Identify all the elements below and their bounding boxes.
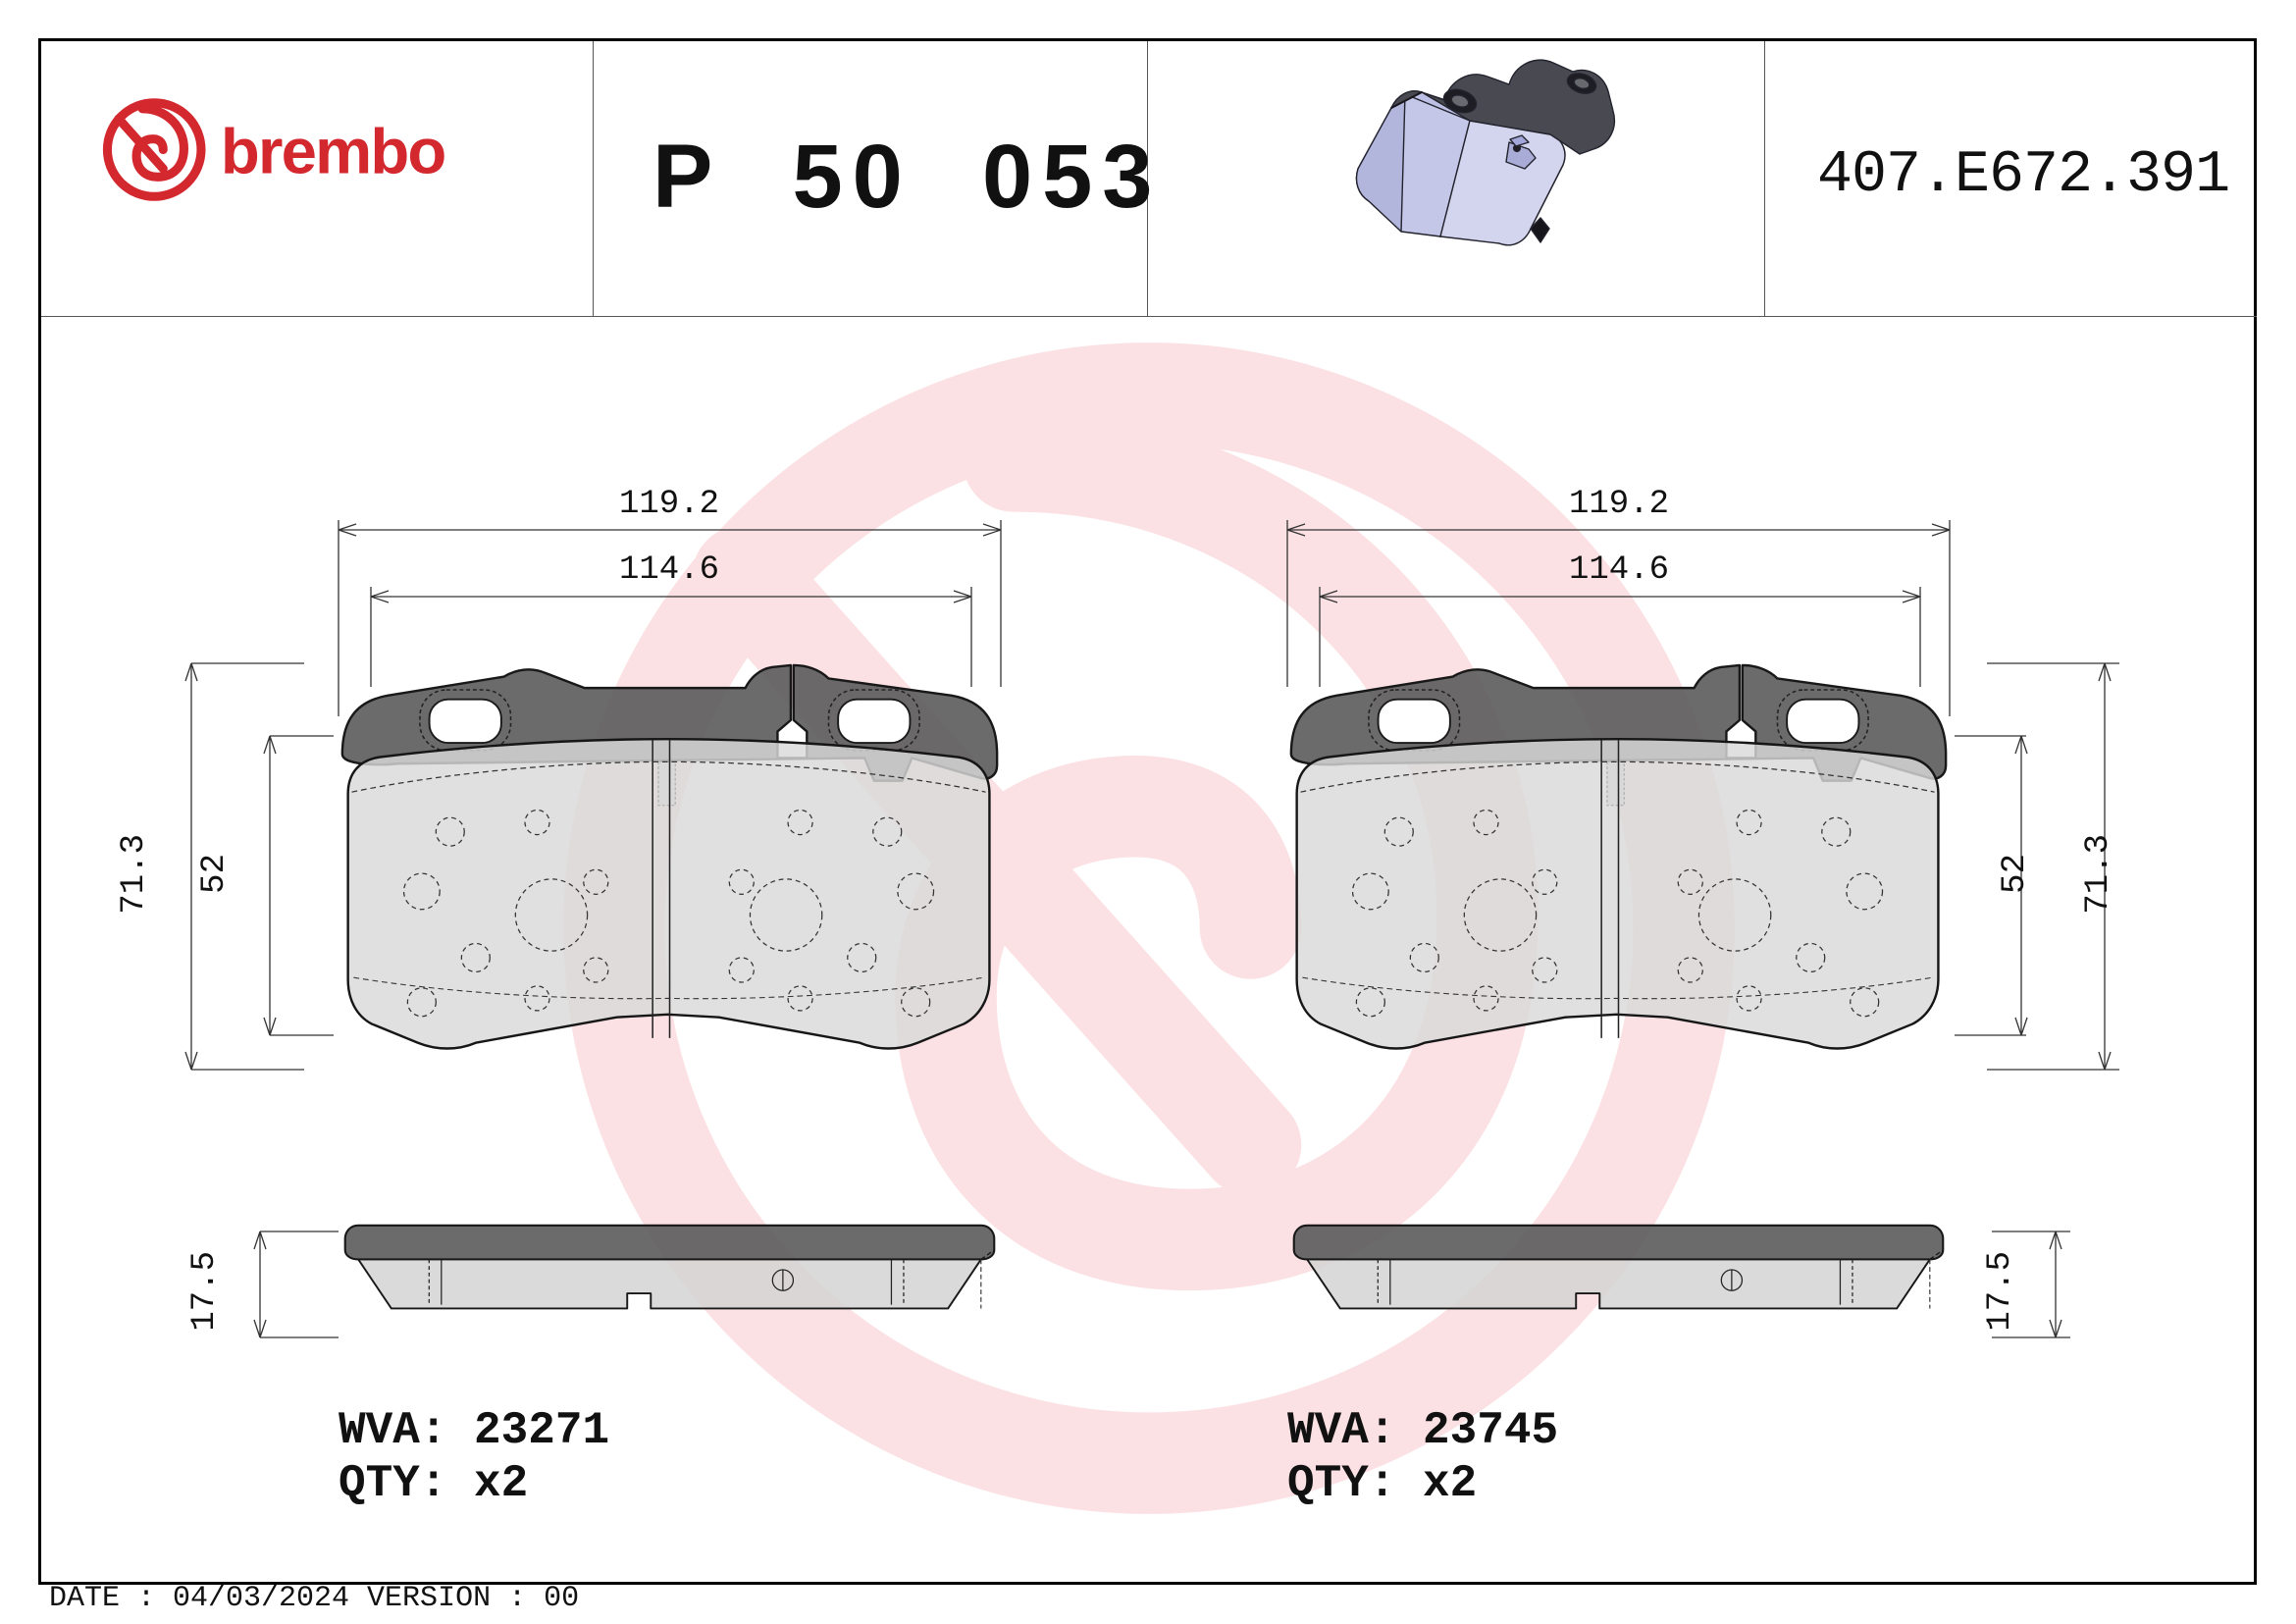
svg-text:brembo: brembo	[221, 116, 445, 187]
